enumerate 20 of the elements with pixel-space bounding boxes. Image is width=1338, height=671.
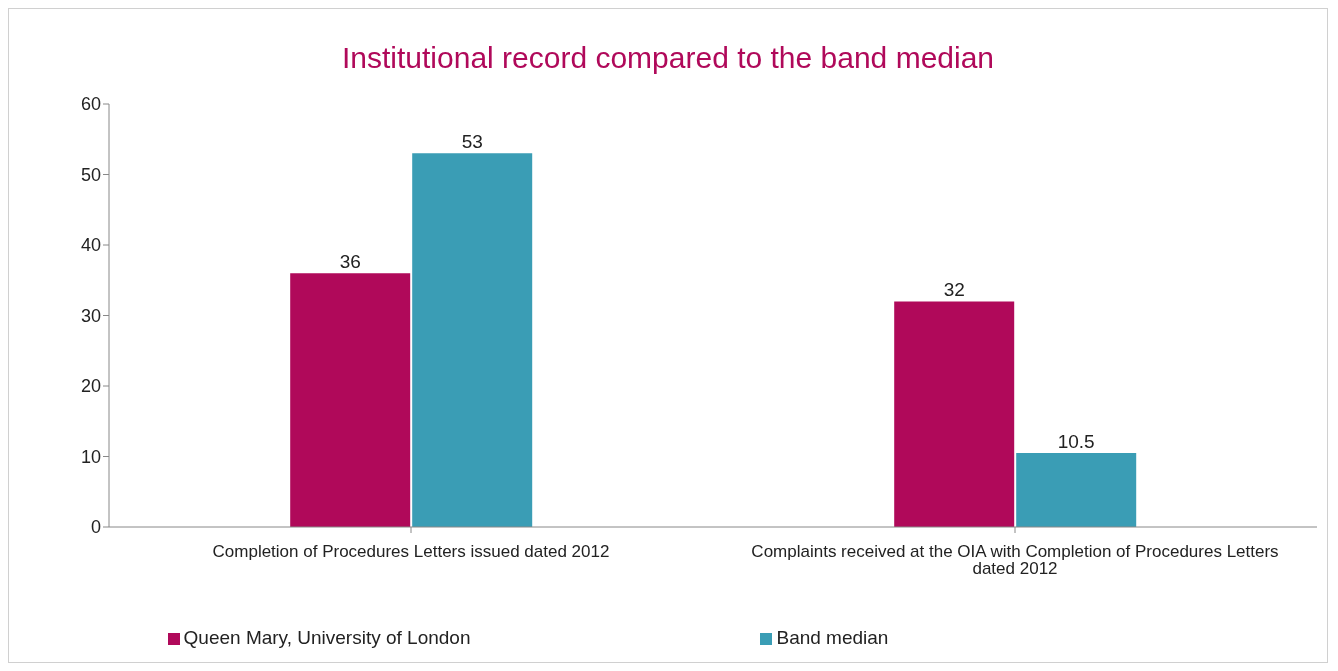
x-tick-label: Completion of Procedures Letters issued dated 2012 — [212, 542, 610, 562]
bar — [412, 153, 533, 527]
y-tick-label: 10 — [80, 446, 101, 467]
data-label: 10.5 — [1057, 430, 1095, 452]
data-label: 36 — [339, 251, 361, 273]
chart-title: Institutional record compared to the band median — [340, 41, 996, 75]
data-label: 53 — [461, 131, 483, 153]
bar — [1016, 452, 1137, 527]
y-tick-label: 20 — [80, 376, 101, 397]
y-tick-label: 60 — [80, 94, 101, 115]
bar — [894, 301, 1015, 527]
bar — [290, 273, 411, 527]
y-tick-label: 30 — [80, 305, 101, 326]
legend-label: Queen Mary, University of London — [183, 627, 471, 648]
y-tick-label: 0 — [90, 517, 101, 538]
x-tick-label: Complaints received at the OIA with Completion of Procedures Letters dated 2012 — [751, 542, 1279, 579]
y-tick-label: 40 — [80, 235, 101, 256]
y-tick-label: 50 — [80, 164, 101, 185]
legend-label: Band median — [776, 627, 889, 648]
data-label: 32 — [943, 279, 965, 301]
